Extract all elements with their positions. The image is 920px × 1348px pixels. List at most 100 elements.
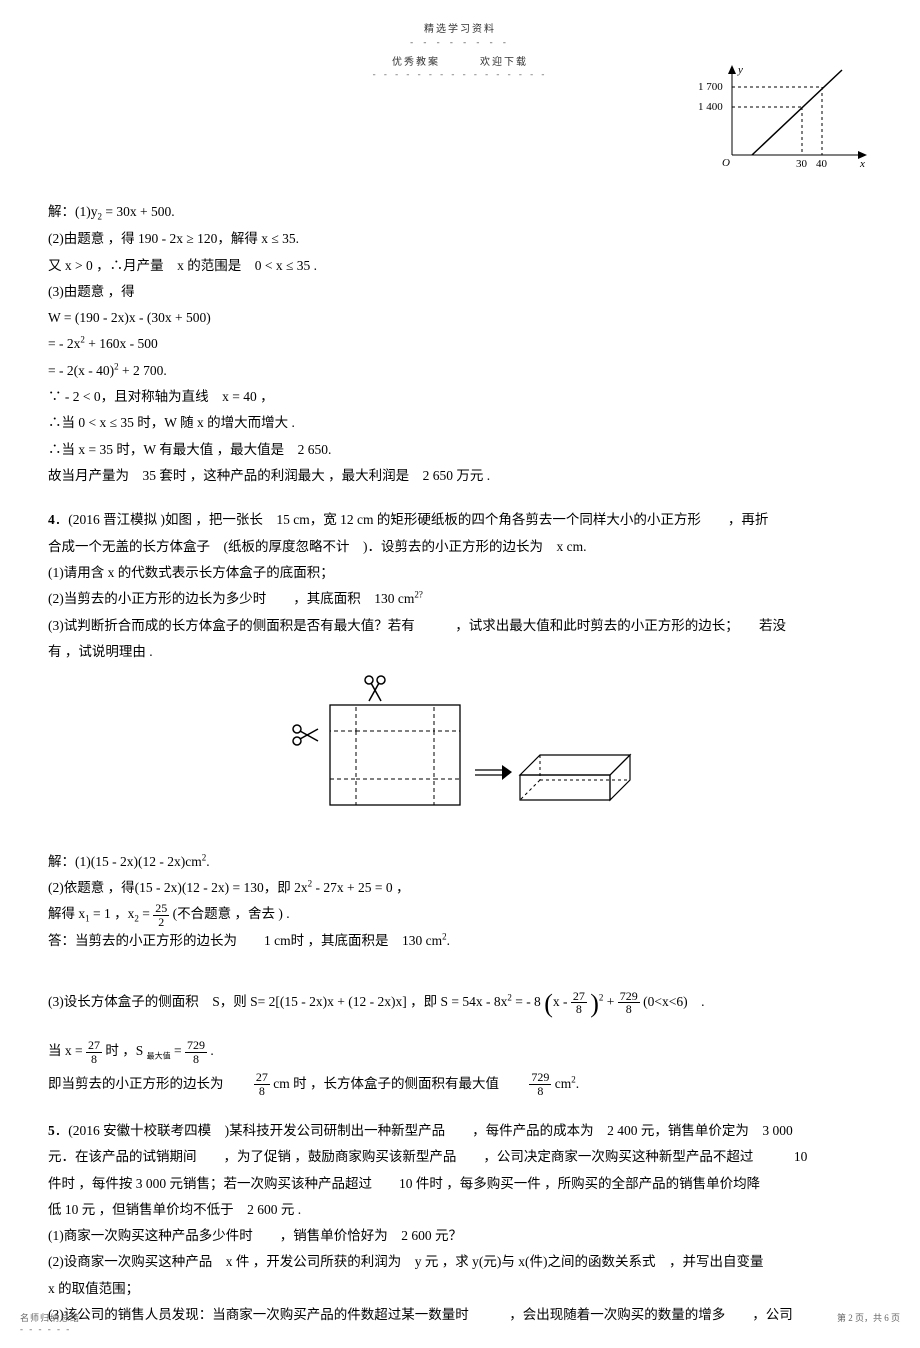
text: 解得 x (48, 906, 85, 921)
num: 729 (618, 990, 640, 1004)
text: = - 2(x - 40) (48, 363, 114, 378)
q5-number: 5 (48, 1123, 55, 1138)
sol3-line5: W = (190 - 2x)x - (30x + 500) (48, 305, 872, 331)
header-top: 精选学习资料 (48, 20, 872, 35)
den: 8 (529, 1085, 551, 1098)
text: 解：(1)(15 - 2x)(12 - 2x)cm (48, 854, 202, 869)
text: cm 时 ，长方体盒子的侧面积有最大值 (273, 1076, 526, 1091)
den: 8 (254, 1085, 270, 1098)
text: + 160x - 500 (85, 336, 158, 351)
origin-label: O (722, 157, 730, 169)
text: = 1 ，x (90, 906, 135, 921)
frac-729-8-a: 7298 (618, 990, 640, 1016)
num: 729 (185, 1039, 207, 1053)
sol3-line1: 解：(1)y2 = 30x + 500. (48, 199, 872, 226)
text: (2)当剪去的小正方形的边长为多少时 ，其底面积 130 cm (48, 591, 414, 606)
text: ．(2016 晋江模拟 )如图 ，把一张长 15 cm，宽 12 cm 的矩形硬… (55, 512, 769, 527)
num: 27 (86, 1039, 102, 1053)
sol3-line2: (2)由题意 ，得 190 - 2x ≥ 120，解得 x ≤ 35. (48, 226, 872, 252)
frac-27-8-b: 278 (86, 1039, 102, 1065)
text: (3)设长方体盒子的侧面积 S，则 S= 2[(15 - 2x)x + (12 … (48, 994, 507, 1009)
frac-27-8-a: 278 (571, 990, 587, 1016)
text: x - (553, 994, 571, 1009)
text: 答：当剪去的小正方形的边长为 1 cm时 ，其底面积是 130 cm (48, 933, 442, 948)
q4-line4: (2)当剪去的小正方形的边长为多少时 ，其底面积 130 cm2? (48, 586, 872, 612)
scissors-left-icon (293, 725, 318, 745)
den: 8 (86, 1053, 102, 1066)
text: (2)依题意 ，得(15 - 2x)(12 - 2x) = 130，即 2x (48, 880, 308, 895)
text: + (603, 994, 617, 1009)
text: = - 8 (512, 994, 541, 1009)
x-axis-label: x (859, 158, 865, 170)
footer-right: 第 2 页，共 6 页 (837, 1311, 900, 1334)
text: (0<x<6) . (643, 994, 704, 1009)
x-tick-40: 40 (816, 158, 828, 170)
num: 729 (529, 1071, 551, 1085)
sol3-line8: ∵ - 2 < 0，且对称轴为直线 x = 40 ， (48, 384, 872, 410)
frac-27-8-c: 278 (254, 1071, 270, 1097)
sol3-line11: 故当月产量为 35 套时 ，这种产品的利润最大 ，最大利润是 2 650 万元 … (48, 463, 872, 489)
q4-line5: (3)试判断折合而成的长方体盒子的侧面积是否有最大值？若有 ，试求出最大值和此时… (48, 613, 872, 639)
sol4-line7: 即当剪去的小正方形的边长为 278 cm 时 ，长方体盒子的侧面积有最大值 72… (48, 1068, 872, 1100)
sol3-line7: = - 2(x - 40)2 + 2 700. (48, 358, 872, 384)
q4-line6: 有 ，试说明理由 . (48, 639, 872, 665)
den: 8 (618, 1003, 640, 1016)
q4-line1: 4．(2016 晋江模拟 )如图 ，把一张长 15 cm，宽 12 cm 的矩形… (48, 507, 872, 533)
big-lparen: ( (544, 989, 553, 1018)
text: . (210, 1043, 213, 1058)
sol4-line6: 当 x = 278 时 ，S 最大值 = 7298 . (48, 1035, 872, 1067)
q5-line6: (2)设商家一次购买这种产品 x 件 ，开发公司所获的利润为 y 元 ，求 y(… (48, 1249, 872, 1275)
q5-line3: 件时 ，每件按 3 000 元销售；若一次购买该种产品超过 10 件时 ，每多购… (48, 1171, 872, 1197)
den: 8 (185, 1053, 207, 1066)
text: . (576, 1076, 579, 1091)
page-footer: 名师归纳总结 - - - - - - 第 2 页，共 6 页 (20, 1311, 900, 1334)
sol3-line6: = - 2x2 + 160x - 500 (48, 331, 872, 357)
sol4-line1: 解：(1)(15 - 2x)(12 - 2x)cm2. (48, 849, 872, 875)
q5-line4: 低 10 元 ，但销售单价均不低于 2 600 元 . (48, 1197, 872, 1223)
text: ．(2016 安徽十校联考四模 )某科技开发公司研制出一种新型产品 ，每件产品的… (55, 1123, 793, 1138)
text: = (171, 1043, 185, 1058)
sol4-line2: (2)依题意 ，得(15 - 2x)(12 - 2x) = 130，即 2x2 … (48, 875, 872, 901)
den: 8 (571, 1003, 587, 1016)
den: 2 (153, 916, 169, 929)
q5-line2: 元．在该产品的试销期间 ，为了促销 ，鼓励商家购买该新型产品 ，公司决定商家一次… (48, 1144, 872, 1170)
num: 27 (254, 1071, 270, 1085)
scissors-figure (48, 675, 872, 834)
sol3-line9: ∴当 0 < x ≤ 35 时，W 随 x 的增大而增大 . (48, 410, 872, 436)
x-tick-30: 30 (796, 158, 808, 170)
text: 时 ，S (105, 1043, 146, 1058)
big-rparen: ) (590, 989, 599, 1018)
text: - 27x + 25 = 0 ， (312, 880, 409, 895)
frac-25-2: 252 (153, 902, 169, 928)
sol4-line3: 解得 x1 = 1 ，x2 = 252 (不合题意 ，舍去 ) . (48, 901, 872, 928)
header-left: 优秀教案 (392, 53, 440, 68)
sup-2q: 2? (414, 590, 423, 600)
q5-line1: 5．(2016 安徽十校联考四模 )某科技开发公司研制出一种新型产品 ，每件产品… (48, 1118, 872, 1144)
header-dots: - - - - - - - - (48, 37, 872, 47)
text: . (206, 854, 209, 869)
sol3-line4: (3)由题意 ，得 (48, 279, 872, 305)
sub-max: 最大值 (147, 1052, 171, 1061)
num: 25 (153, 902, 169, 916)
frac-729-8-c: 7298 (529, 1071, 551, 1097)
num: 27 (571, 990, 587, 1004)
sol4-line4: 答：当剪去的小正方形的边长为 1 cm时 ，其底面积是 130 cm2. (48, 928, 872, 954)
text: = (139, 906, 153, 921)
text: (不合题意 ，舍去 ) . (173, 906, 290, 921)
text: cm (555, 1076, 572, 1091)
q5-line7: x 的取值范围； (48, 1276, 872, 1302)
sol3-line3: 又 x > 0 ，∴月产量 x 的范围是 0 < x ≤ 35 . (48, 253, 872, 279)
frac-729-8-b: 7298 (185, 1039, 207, 1065)
text: 解：(1)y (48, 204, 98, 219)
text: + 2 700. (119, 363, 167, 378)
y-tick-1400: 1 400 (698, 101, 723, 113)
q4-line3: (1)请用含 x 的代数式表示长方体盒子的底面积； (48, 560, 872, 586)
text: 当 x = (48, 1043, 86, 1058)
y-axis-label: y (737, 64, 743, 76)
q4-number: 4 (48, 512, 55, 527)
text: = 30x + 500. (102, 204, 175, 219)
q4-line2: 合成一个无盖的长方体盒子 (纸板的厚度忽略不计 )．设剪去的小正方形的边长为 x… (48, 534, 872, 560)
text: 即当剪去的小正方形的边长为 (48, 1076, 251, 1091)
scissors-top-icon (365, 676, 385, 701)
y-tick-1700: 1 700 (698, 81, 723, 93)
